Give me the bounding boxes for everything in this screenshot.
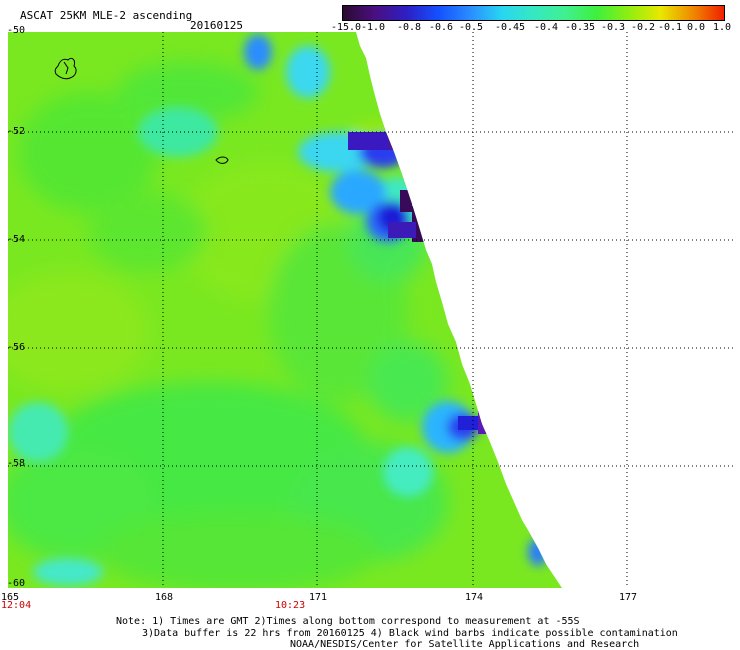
lat-label: -50 <box>7 25 26 36</box>
footnote-line-1: Note: 1) Times are GMT 2)Times along bot… <box>116 616 580 627</box>
colorbar-label: -15.0 <box>330 22 362 33</box>
coastline <box>54 57 229 164</box>
lon-label: 165 <box>1 592 20 603</box>
colorbar-label: -0.5 <box>458 22 484 33</box>
colorbar-label: 0.0 <box>686 22 706 33</box>
lon-label: 168 <box>155 592 174 603</box>
credit-line: NOAA/NESDIS/Center for Satellite Applica… <box>290 639 640 650</box>
colorbar-label: -0.4 <box>533 22 559 33</box>
lon-label: 174 <box>465 592 484 603</box>
lat-label: -60 <box>7 578 26 589</box>
colorbar-label: -0.45 <box>494 22 526 33</box>
lat-label: -58 <box>7 458 26 469</box>
colorbar-label: -0.35 <box>564 22 596 33</box>
product-date: 20160125 <box>190 19 243 32</box>
colorbar-label: -0.8 <box>396 22 422 33</box>
lat-label: -52 <box>7 126 26 137</box>
colorbar-label: -0.1 <box>657 22 683 33</box>
footnote-line-2: 3)Data buffer is 22 hrs from 20160125 4)… <box>142 628 678 639</box>
colorbar-labels: -15.0 -1.0 -0.8 -0.6 -0.5 -0.45 -0.4 -0.… <box>330 22 740 34</box>
time-label: 12:04 <box>1 600 32 611</box>
colorbar-label: -0.6 <box>428 22 454 33</box>
swath-data <box>8 32 562 588</box>
lat-label: -56 <box>7 342 26 353</box>
product-title: ASCAT 25KM MLE-2 ascending <box>20 9 193 22</box>
graticule <box>8 32 733 588</box>
lon-label: 177 <box>619 592 638 603</box>
lat-label: -54 <box>7 234 26 245</box>
colorbar-label: -0.2 <box>630 22 656 33</box>
colorbar-label: 1.0 <box>712 22 732 33</box>
lon-label: 171 <box>309 592 328 603</box>
colorbar-label: -0.3 <box>600 22 626 33</box>
wind-map <box>8 32 733 588</box>
colorbar <box>342 5 725 21</box>
colorbar-label: -1.0 <box>360 22 386 33</box>
time-label: 10:23 <box>275 600 306 611</box>
